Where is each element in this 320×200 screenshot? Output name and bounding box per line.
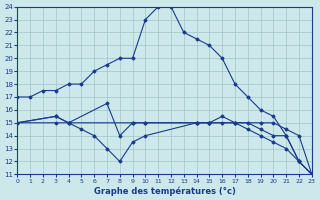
X-axis label: Graphe des températures (°c): Graphe des températures (°c) — [94, 186, 236, 196]
